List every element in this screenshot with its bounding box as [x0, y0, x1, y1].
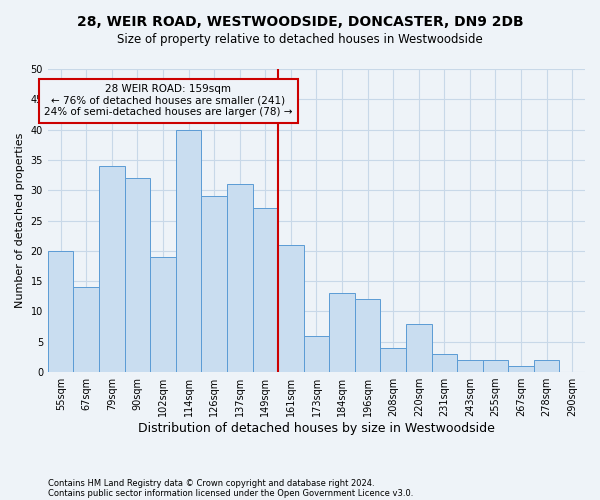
Bar — [150, 257, 176, 372]
Bar — [508, 366, 534, 372]
Text: 28 WEIR ROAD: 159sqm
← 76% of detached houses are smaller (241)
24% of semi-deta: 28 WEIR ROAD: 159sqm ← 76% of detached h… — [44, 84, 292, 117]
X-axis label: Distribution of detached houses by size in Westwoodside: Distribution of detached houses by size … — [138, 422, 495, 435]
Bar — [457, 360, 482, 372]
Bar — [380, 348, 406, 372]
Bar — [73, 287, 99, 372]
Bar — [431, 354, 457, 372]
Bar — [355, 300, 380, 372]
Bar — [253, 208, 278, 372]
Text: Size of property relative to detached houses in Westwoodside: Size of property relative to detached ho… — [117, 32, 483, 46]
Bar — [329, 294, 355, 372]
Bar — [406, 324, 431, 372]
Bar — [202, 196, 227, 372]
Bar — [534, 360, 559, 372]
Bar — [278, 245, 304, 372]
Bar — [482, 360, 508, 372]
Text: 28, WEIR ROAD, WESTWOODSIDE, DONCASTER, DN9 2DB: 28, WEIR ROAD, WESTWOODSIDE, DONCASTER, … — [77, 15, 523, 29]
Bar — [48, 251, 73, 372]
Bar — [304, 336, 329, 372]
Bar — [176, 130, 202, 372]
Bar — [99, 166, 125, 372]
Y-axis label: Number of detached properties: Number of detached properties — [15, 133, 25, 308]
Bar — [227, 184, 253, 372]
Bar — [125, 178, 150, 372]
Text: Contains HM Land Registry data © Crown copyright and database right 2024.: Contains HM Land Registry data © Crown c… — [48, 478, 374, 488]
Text: Contains public sector information licensed under the Open Government Licence v3: Contains public sector information licen… — [48, 488, 413, 498]
